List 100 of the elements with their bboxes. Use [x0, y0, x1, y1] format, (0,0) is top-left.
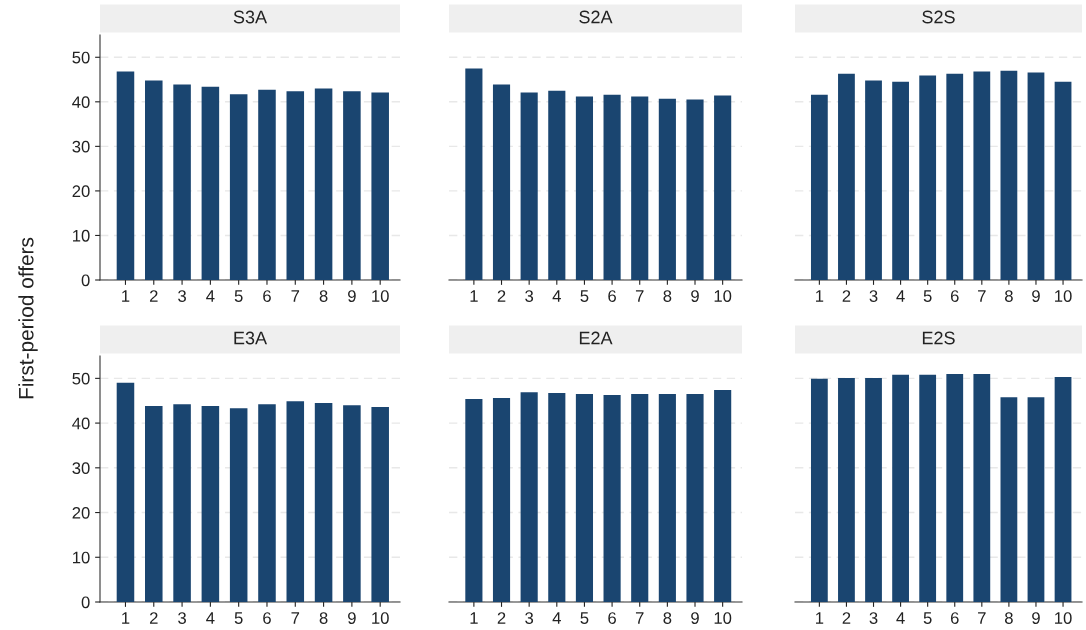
bar	[173, 84, 191, 280]
x-tick-label: 3	[869, 290, 878, 302]
x-tick-label: 8	[663, 612, 672, 624]
bar	[865, 80, 882, 280]
x-tick-label: 9	[1032, 612, 1040, 624]
bar	[1000, 70, 1018, 280]
x-tick-label: 7	[635, 612, 644, 624]
x-tick-label: 4	[206, 290, 215, 302]
x-tick-label: 6	[950, 612, 959, 624]
x-tick-label: 4	[552, 290, 561, 302]
x-tick-label: 6	[263, 290, 271, 302]
x-tick-label: 10	[372, 290, 389, 302]
bar	[658, 98, 676, 280]
x-tick-label: 2	[842, 612, 851, 624]
chart-title: S2A	[579, 10, 613, 24]
bar	[492, 398, 511, 602]
bar	[492, 84, 511, 280]
x-tick-label: 3	[869, 612, 878, 624]
bar	[686, 99, 704, 280]
y-tick-label: 30	[72, 140, 90, 153]
x-tick-label: 5	[580, 290, 589, 302]
bar	[145, 80, 163, 280]
x-tick-label: 9	[691, 612, 699, 624]
bar	[520, 392, 538, 602]
x-tick-label: 5	[234, 612, 243, 624]
bar	[286, 91, 305, 280]
bar	[520, 92, 538, 280]
y-tick-label: 30	[72, 462, 90, 475]
bar	[973, 71, 991, 280]
x-tick-label: 8	[663, 290, 672, 302]
bar	[603, 394, 621, 602]
bar	[258, 89, 276, 280]
bar	[714, 389, 732, 602]
bar	[575, 96, 594, 280]
y-tick-label: 40	[72, 96, 90, 109]
bar	[838, 73, 855, 280]
bar	[946, 73, 964, 280]
y-tick-label: 50	[72, 372, 90, 385]
bar	[548, 90, 566, 280]
x-tick-label: 5	[923, 290, 932, 302]
bar	[371, 92, 389, 280]
chart-title: E2S	[922, 331, 955, 345]
x-tick-label: 10	[714, 612, 732, 624]
bar	[314, 88, 333, 280]
x-tick-label: 2	[497, 290, 506, 302]
x-tick-label: 1	[122, 612, 130, 624]
x-tick-label: 2	[842, 290, 851, 302]
x-tick-label: 8	[1004, 612, 1013, 624]
x-tick-label: 3	[525, 290, 534, 302]
x-tick-label: 3	[178, 612, 186, 624]
x-tick-label: 7	[291, 290, 300, 302]
x-tick-label: 5	[580, 612, 589, 624]
x-tick-label: 7	[291, 612, 300, 624]
bar	[1027, 72, 1045, 280]
bar	[631, 394, 649, 602]
x-tick-label: 6	[263, 612, 271, 624]
x-tick-label: 7	[635, 290, 644, 302]
x-tick-label: 7	[978, 612, 986, 624]
y-tick-label: 10	[73, 229, 90, 242]
bar	[575, 394, 594, 602]
x-tick-label: 10	[372, 612, 389, 624]
x-tick-label: 9	[1032, 290, 1040, 302]
bar	[201, 86, 220, 280]
bar	[548, 393, 566, 602]
chart-title: S2S	[922, 10, 955, 24]
x-tick-label: 1	[122, 290, 130, 302]
y-tick-label: 10	[73, 551, 90, 564]
x-tick-label: 9	[348, 612, 356, 624]
x-tick-label: 10	[1055, 290, 1072, 302]
bar	[229, 94, 248, 280]
y-tick-label: 20	[72, 185, 90, 198]
chart-title: E3A	[234, 331, 268, 345]
x-tick-label: 4	[896, 612, 905, 624]
bar	[1054, 81, 1072, 280]
x-tick-label: 10	[1055, 612, 1072, 624]
x-tick-label: 4	[206, 612, 215, 624]
y-tick-label: 20	[72, 506, 90, 519]
bar	[919, 75, 937, 280]
x-tick-label: 1	[470, 290, 478, 302]
x-tick-label: 3	[178, 290, 186, 302]
bar	[658, 394, 676, 602]
bar	[603, 94, 621, 280]
bar	[343, 91, 361, 280]
bar	[116, 71, 135, 280]
y-tick-label: 0	[81, 274, 90, 287]
bar	[631, 96, 649, 280]
x-tick-label: 1	[470, 612, 478, 624]
x-tick-label: 7	[978, 290, 986, 302]
bar	[465, 68, 483, 280]
x-tick-label: 6	[608, 612, 616, 624]
chart-title: S3A	[233, 10, 268, 24]
x-tick-label: 9	[691, 290, 699, 302]
y-tick-label: 40	[72, 417, 90, 430]
x-tick-label: 2	[149, 290, 158, 302]
x-tick-label: 4	[552, 612, 561, 624]
x-tick-label: 9	[348, 290, 356, 302]
y-axis-title: First-period offers	[18, 237, 38, 399]
bar	[686, 394, 704, 602]
bar	[465, 398, 483, 602]
x-tick-label: 8	[319, 290, 328, 302]
